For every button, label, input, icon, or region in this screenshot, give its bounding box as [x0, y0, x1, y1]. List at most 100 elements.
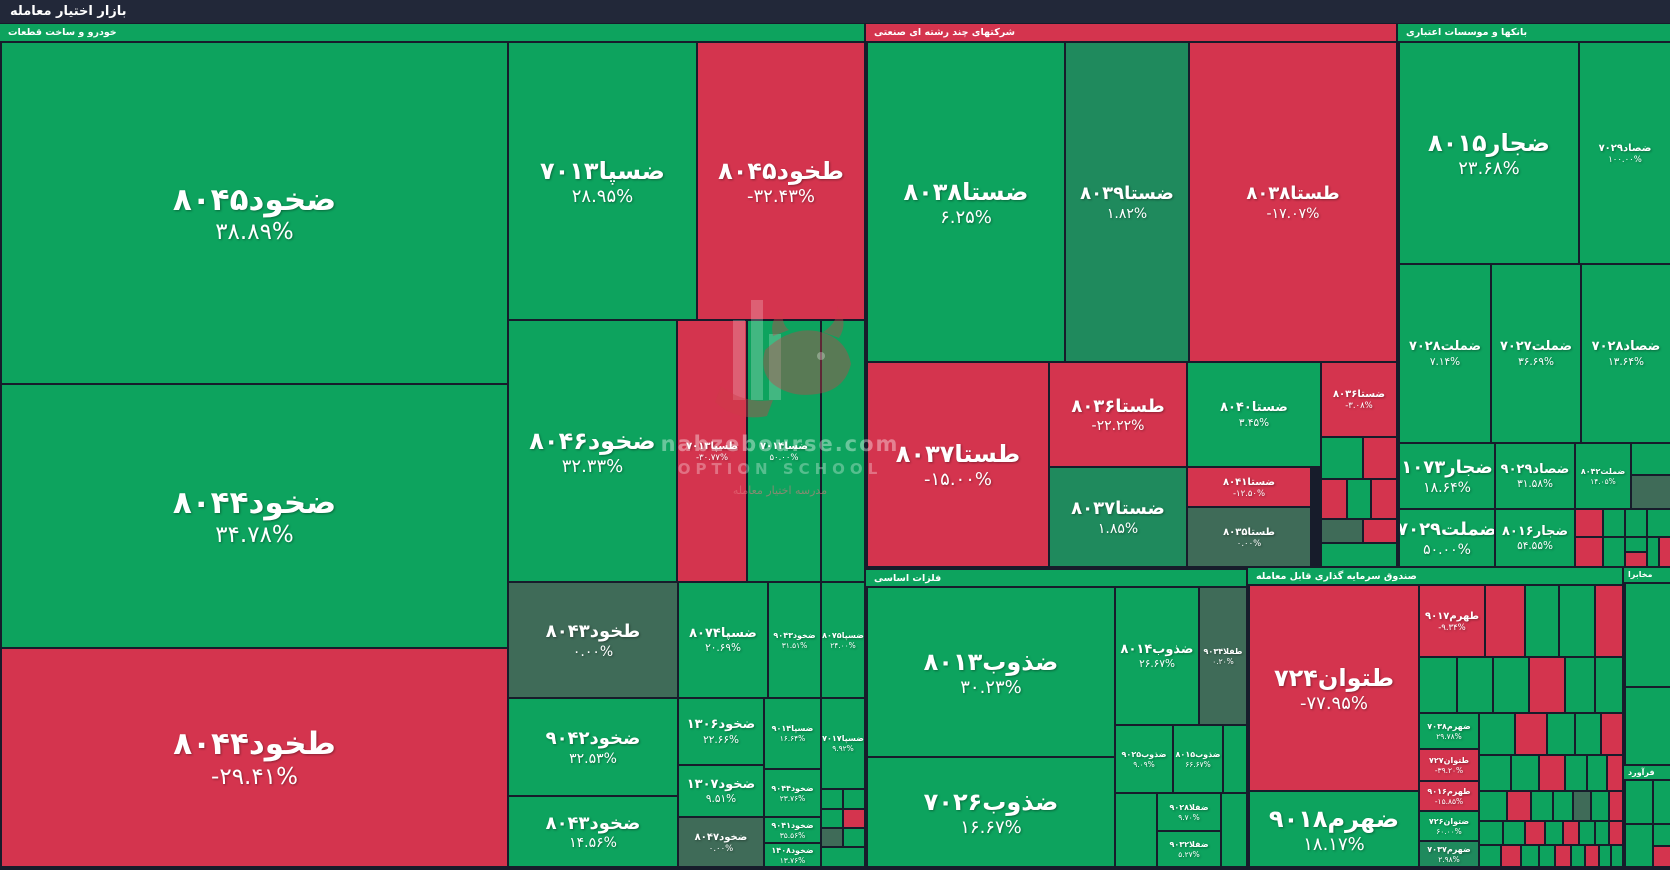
mosaic-tile[interactable] [1596, 822, 1608, 844]
mosaic-tile[interactable] [1596, 586, 1622, 656]
tile-ضجار۸۰۱۶[interactable]: ضجار۸۰۱۶ ۵۴.۵۵% [1496, 510, 1574, 566]
tile-ضخود۸۰۴۴[interactable]: ضخود۸۰۴۴ ۳۴.۷۸% [2, 385, 507, 647]
mosaic-tile[interactable] [1648, 510, 1670, 536]
mosaic-tile[interactable] [1608, 756, 1622, 790]
mosaic-tile[interactable] [1540, 846, 1554, 866]
tile-طستا۸۰۳۷[interactable]: طستا۸۰۳۷ -۱۵.۰۰% [868, 363, 1048, 566]
tile-ضذوب۷۰۲۶[interactable]: ضذوب۷۰۲۶ ۱۶.۶۷% [868, 758, 1114, 866]
mosaic-tile[interactable] [1660, 538, 1670, 566]
mosaic-tile[interactable] [1600, 846, 1610, 866]
mosaic-tile[interactable] [1546, 822, 1562, 844]
mosaic-tile[interactable] [1372, 480, 1396, 518]
mosaic-tile[interactable] [1602, 714, 1622, 754]
mosaic-tile[interactable] [1556, 846, 1570, 866]
mosaic-tile[interactable] [1420, 658, 1456, 712]
tile-ضتوان۷۲۶[interactable]: ضتوان۷۲۶ ۶۰.۰۰% [1420, 812, 1478, 840]
mosaic-tile[interactable] [1364, 520, 1396, 542]
mosaic-tile[interactable] [1364, 438, 1396, 478]
tile-ضستا۸۰۴۰[interactable]: ضستا۸۰۴۰ ۳.۴۵% [1188, 363, 1320, 466]
mosaic-tile[interactable] [1576, 510, 1602, 536]
mosaic-tile[interactable] [1322, 438, 1362, 478]
mosaic-tile[interactable] [1480, 792, 1506, 820]
mosaic-tile[interactable] [1632, 476, 1670, 508]
mosaic-tile[interactable] [1596, 658, 1622, 712]
tile-طستا۸۰۳۵[interactable]: طستا۸۰۳۵ ۰.۰۰% [1188, 508, 1310, 566]
mosaic-tile[interactable] [1564, 822, 1578, 844]
tile-طهرم۹۰۱۷[interactable]: طهرم۹۰۱۷ -۹.۳۴% [1420, 586, 1484, 656]
tile-ضسا۷۰۱۴[interactable]: ضسا۷۰۱۴ ۵۰.۰۰% [748, 321, 820, 581]
mosaic-tile[interactable] [1322, 480, 1346, 518]
mosaic-tile[interactable] [1480, 714, 1514, 754]
tile-ضملت۷۰۲۸[interactable]: ضملت۷۰۲۸ ۷.۱۴% [1400, 265, 1490, 442]
tile-ضستا۸۰۳۶[interactable]: ضستا۸۰۳۶ -۳.۰۸% [1322, 363, 1396, 436]
tile-طسپا۷۰۱۳[interactable]: طسپا۷۰۱۳ -۳۰.۷۷% [678, 321, 746, 581]
tile-ضصاد۹۰۲۹[interactable]: ضصاد۹۰۲۹ ۳۱.۵۸% [1496, 444, 1574, 508]
tile-ضملت۷۰۲۷[interactable]: ضملت۷۰۲۷ ۳۶.۶۹% [1492, 265, 1580, 442]
tile-طهرم۹۰۱۶[interactable]: طهرم۹۰۱۶ -۱۵.۸۵% [1420, 782, 1478, 810]
tile-طستا۸۰۳۸[interactable]: طستا۸۰۳۸ -۱۷.۰۷% [1190, 43, 1396, 361]
tile-طخود۸۰۴۴[interactable]: طخود۸۰۴۴ -۲۹.۴۱% [2, 649, 507, 866]
tile-ضسپا۸۰۷۴[interactable]: ضسپا۸۰۷۴ ۲۰.۶۹% [679, 583, 767, 697]
tile-ضجار۱۰۷۳[interactable]: ضجار۱۰۷۳ ۱۸.۶۴% [1400, 444, 1494, 508]
mosaic-tile[interactable] [1480, 846, 1500, 866]
mosaic-tile[interactable] [1572, 846, 1584, 866]
tile-ضصاد۷۰۲۹[interactable]: ضصاد۷۰۲۹ ۱۰۰.۰۰% [1580, 43, 1670, 263]
mosaic-tile[interactable] [1576, 538, 1602, 566]
mosaic-tile[interactable] [1222, 794, 1246, 866]
mosaic-tile[interactable] [1632, 444, 1670, 474]
tile-ضسپا۷۰۱۷[interactable]: ضسپا۷۰۱۷ ۹.۹۲% [822, 699, 864, 788]
mosaic-tile[interactable] [844, 790, 864, 808]
mosaic-tile[interactable] [1610, 822, 1622, 844]
mosaic-tile[interactable] [1486, 586, 1524, 656]
tile-طتوان۷۲۴[interactable]: طتوان۷۲۴ -۷۷.۹۵% [1250, 586, 1418, 790]
mosaic-tile[interactable] [1566, 658, 1594, 712]
mosaic-tile[interactable] [1116, 794, 1156, 866]
tile-ضخود۱۳۰۷[interactable]: ضخود۱۳۰۷ ۹.۵۱% [679, 766, 763, 816]
mosaic-tile[interactable] [1604, 538, 1624, 566]
mosaic-tile[interactable] [1626, 825, 1652, 866]
mosaic-tile[interactable] [1626, 781, 1652, 823]
tile-ضذوب۸۰۱۵[interactable]: ضذوب۸۰۱۵ ۶۶.۶۷% [1174, 726, 1222, 792]
tile-ضصاد۷۰۲۸[interactable]: ضصاد۷۰۲۸ ۱۳.۶۴% [1582, 265, 1670, 442]
tile-ضذوب۹۰۲۵[interactable]: ضذوب۹۰۲۵ ۹.۰۹% [1116, 726, 1172, 792]
mosaic-tile[interactable] [1626, 584, 1670, 686]
mosaic-tile[interactable] [1604, 510, 1624, 536]
tile-ضخود۹۰۴۳[interactable]: ضخود۹۰۴۳ ۳۱.۵۱% [769, 583, 820, 697]
tile-ضجار۸۰۱۵[interactable]: ضجار۸۰۱۵ ۲۳.۶۸% [1400, 43, 1578, 263]
mosaic-tile[interactable] [1522, 846, 1538, 866]
mosaic-tile[interactable] [1526, 586, 1558, 656]
tile-ضستا۸۰۳۹[interactable]: ضستا۸۰۳۹ ۱.۸۲% [1066, 43, 1188, 361]
mosaic-tile[interactable] [1612, 846, 1622, 866]
mosaic-tile[interactable] [1654, 781, 1670, 823]
mosaic-tile[interactable] [1458, 658, 1492, 712]
mosaic-tile[interactable] [1548, 714, 1574, 754]
mosaic-tile[interactable] [822, 848, 864, 866]
mosaic-tile[interactable] [1588, 756, 1606, 790]
tile-ضخود۸۰۴۳[interactable]: ضخود۸۰۴۳ ۱۴.۵۶% [509, 797, 677, 866]
mosaic-tile[interactable] [1554, 792, 1572, 820]
mosaic-tile[interactable] [1626, 538, 1646, 551]
tile-ضستا۸۰۴۱[interactable]: ضستا۸۰۴۱ -۱۲.۵۰% [1188, 468, 1310, 506]
tile-طستا۸۰۳۶[interactable]: طستا۸۰۳۶ -۲۲.۲۲% [1050, 363, 1186, 466]
tile-ضذوب۸۰۱۳[interactable]: ضذوب۸۰۱۳ ۳۰.۲۳% [868, 588, 1114, 756]
mosaic-tile[interactable] [1576, 714, 1600, 754]
mosaic-tile[interactable] [1530, 658, 1564, 712]
mosaic-tile[interactable] [1574, 792, 1590, 820]
tile-ضخود۹۰۴۲[interactable]: ضخود۹۰۴۲ ۳۲.۵۳% [509, 699, 677, 795]
mosaic-tile[interactable] [822, 321, 864, 581]
mosaic-tile[interactable] [1540, 756, 1564, 790]
mosaic-tile[interactable] [1516, 714, 1546, 754]
mosaic-tile[interactable] [822, 810, 842, 827]
tile-ضفلا۹۰۳۲[interactable]: ضفلا۹۰۳۲ ۵.۲۷% [1158, 832, 1220, 866]
tile-طخود۸۰۴۳[interactable]: طخود۸۰۴۳ ۰.۰۰% [509, 583, 677, 697]
tile-ضهرم۹۰۱۸[interactable]: ضهرم۹۰۱۸ ۱۸.۱۷% [1250, 792, 1418, 866]
tile-طخود۸۰۴۵[interactable]: طخود۸۰۴۵ -۳۲.۴۳% [698, 43, 864, 319]
tile-ضسپا۸۰۷۵[interactable]: ضسپا۸۰۷۵ ۲۴.۰۰% [822, 583, 864, 697]
mosaic-tile[interactable] [1348, 480, 1370, 518]
mosaic-tile[interactable] [1610, 792, 1622, 820]
tile-ضخود۸۰۴۷[interactable]: ضخود۸۰۴۷ ۰.۰۰% [679, 818, 763, 866]
mosaic-tile[interactable] [1626, 553, 1646, 566]
mosaic-tile[interactable] [1224, 726, 1246, 792]
mosaic-tile[interactable] [1508, 792, 1530, 820]
tile-ضفلا۹۰۲۸[interactable]: ضفلا۹۰۲۸ ۹.۷۰% [1158, 794, 1220, 830]
